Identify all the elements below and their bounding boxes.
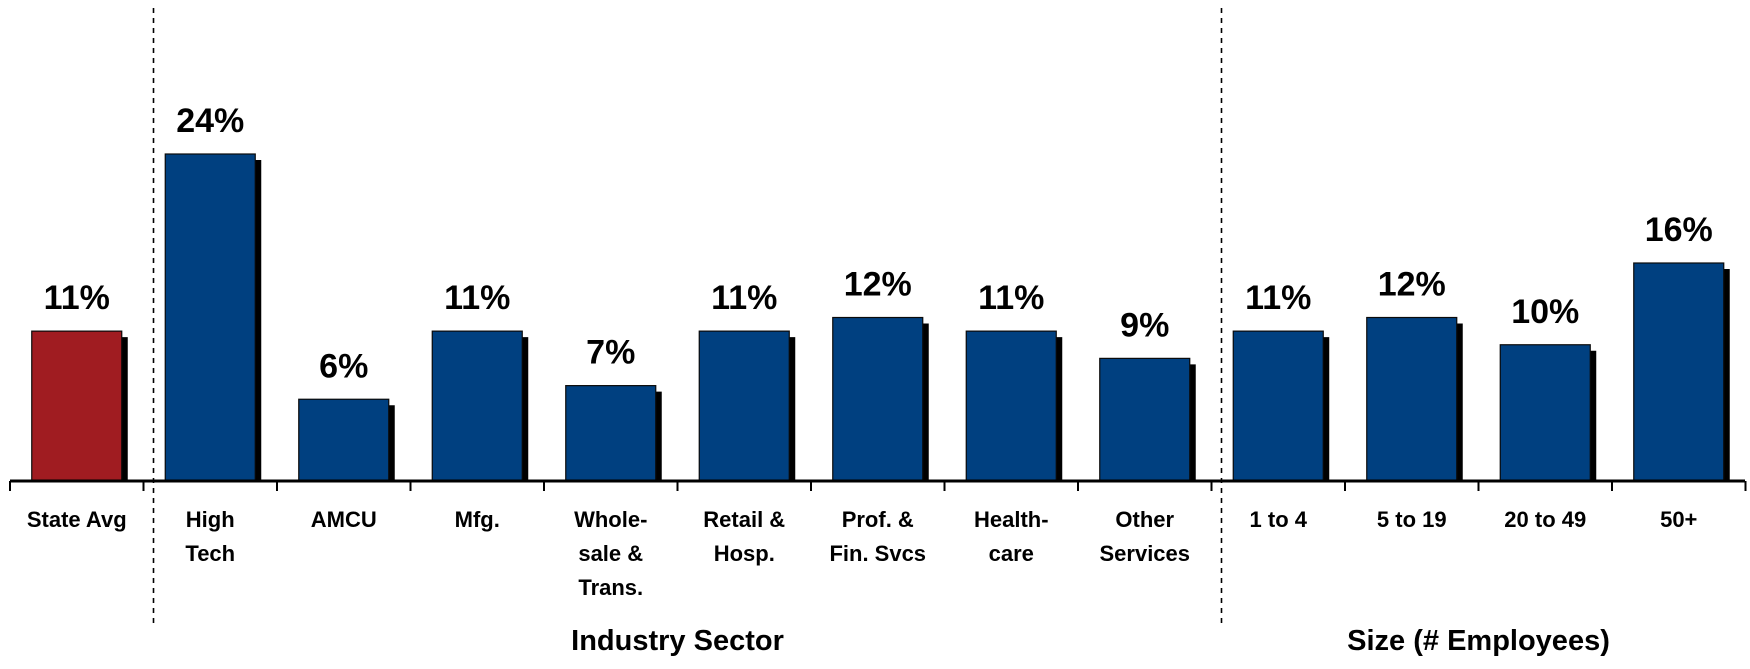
bar [431,330,523,482]
data-label: 10% [1511,293,1579,331]
tick-label-line: Fin. Svcs [829,541,926,566]
bar [31,330,123,482]
tick-label-line: Other [1115,507,1174,532]
tick-label: Whole-sale & Trans. [574,507,647,600]
bar [1099,357,1191,482]
tick-label-line: Health- [974,507,1049,532]
bar [965,330,1057,482]
tick-label: AMCU [311,507,377,532]
tick-label: Mfg. [455,507,500,532]
tick-label-line: Retail & [703,507,785,532]
bar [164,153,256,482]
tick-label: 1 to 4 [1250,507,1308,532]
tick-label-line: 50+ [1660,507,1697,532]
data-label: 11% [444,279,510,317]
data-label: 9% [1120,306,1169,344]
tick-label-line: High [186,507,235,532]
data-label: 24% [176,102,244,140]
data-label: 16% [1645,211,1713,249]
tick-label-line: care [989,541,1034,566]
data-label: 11% [1245,279,1311,317]
bar [298,398,390,482]
data-label: 11% [711,279,777,317]
group-label: Industry Sector [571,625,784,657]
bars-layer [31,153,1730,482]
tick-label-line: Mfg. [455,507,500,532]
x-axis [9,8,1747,628]
bar [565,385,657,482]
tick-label-line: State Avg [27,507,127,532]
tick-label-line: Hosp. [714,541,775,566]
bar [1366,316,1458,482]
tick-label-line: 20 to 49 [1504,507,1586,532]
data-label: 11% [978,279,1044,317]
data-label: 11% [44,279,110,317]
bar [698,330,790,482]
tick-label: Prof. & Fin. Svcs [829,507,926,566]
tick-label: 20 to 49 [1504,507,1586,532]
bar [1232,330,1324,482]
tick-label-line: 5 to 19 [1377,507,1447,532]
bar [1633,262,1725,482]
tick-label: High Tech [185,507,235,566]
tick-label-line: Trans. [578,575,643,600]
bar [832,316,924,482]
tick-label: Retail & Hosp. [703,507,785,566]
tick-label-line: Services [1099,541,1190,566]
data-label: 12% [844,266,912,304]
tick-label: Other Services [1099,507,1190,566]
group-label: Size (# Employees) [1347,625,1610,657]
tick-label-line: Whole- [574,507,647,532]
labels-layer: 11% 24% 6% 11% 7% 11% 12% 11% 9% 11% 12% 10% 16% Stat… [27,102,1713,657]
data-label: 6% [319,347,368,385]
tick-label-line: AMCU [311,507,377,532]
data-label: 12% [1378,266,1446,304]
tick-label-line: 1 to 4 [1250,507,1308,532]
tick-label-line: Tech [185,541,235,566]
bar [1499,344,1591,482]
tick-label-line: sale & [578,541,643,566]
tick-label: State Avg [27,507,127,532]
tick-label: 5 to 19 [1377,507,1447,532]
tick-label-line: Prof. & [842,507,914,532]
data-label: 7% [586,334,635,372]
tick-label: 50+ [1660,507,1697,532]
tick-label: Health-care [974,507,1049,566]
